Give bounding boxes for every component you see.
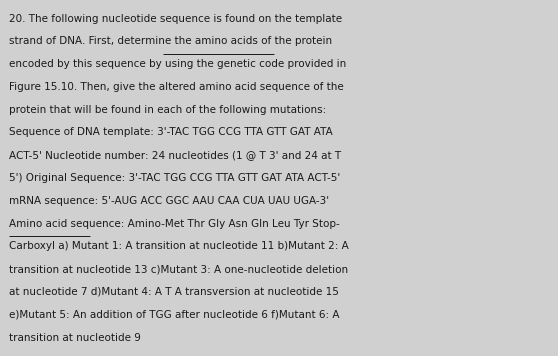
Text: strand of DNA. First, determine the amino acids of the protein: strand of DNA. First, determine the amin… xyxy=(9,36,332,46)
Text: Amino acid sequence: Amino-Met Thr Gly Asn Gln Leu Tyr Stop-: Amino acid sequence: Amino-Met Thr Gly A… xyxy=(9,219,340,229)
Text: e)Mutant 5: An addition of TGG after nucleotide 6 f)Mutant 6: A: e)Mutant 5: An addition of TGG after nuc… xyxy=(9,310,339,320)
Text: transition at nucleotide 9: transition at nucleotide 9 xyxy=(9,333,141,342)
Text: Figure 15.10. Then, give the altered amino acid sequence of the: Figure 15.10. Then, give the altered ami… xyxy=(9,82,344,92)
Text: ACT-5' Nucleotide number: 24 nucleotides (1 @ T 3' and 24 at T: ACT-5' Nucleotide number: 24 nucleotides… xyxy=(9,150,341,160)
Text: at nucleotide 7 d)Mutant 4: A T A transversion at nucleotide 15: at nucleotide 7 d)Mutant 4: A T A transv… xyxy=(9,287,339,297)
Text: mRNA sequence: 5'-AUG ACC GGC AAU CAA CUA UAU UGA-3': mRNA sequence: 5'-AUG ACC GGC AAU CAA CU… xyxy=(9,196,329,206)
Text: 5') Original Sequence: 3'-TAC TGG CCG TTA GTT GAT ATA ACT-5': 5') Original Sequence: 3'-TAC TGG CCG TT… xyxy=(9,173,340,183)
Text: encoded by this sequence by using the genetic code provided in: encoded by this sequence by using the ge… xyxy=(9,59,346,69)
Text: 20. The following nucleotide sequence is found on the template: 20. The following nucleotide sequence is… xyxy=(9,14,342,23)
Text: transition at nucleotide 13 c)Mutant 3: A one-nucleotide deletion: transition at nucleotide 13 c)Mutant 3: … xyxy=(9,264,348,274)
Text: Carboxyl a) Mutant 1: A transition at nucleotide 11 b)Mutant 2: A: Carboxyl a) Mutant 1: A transition at nu… xyxy=(9,241,349,251)
Text: protein that will be found in each of the following mutations:: protein that will be found in each of th… xyxy=(9,105,326,115)
Text: Sequence of DNA template: 3'-TAC TGG CCG TTA GTT GAT ATA: Sequence of DNA template: 3'-TAC TGG CCG… xyxy=(9,127,333,137)
